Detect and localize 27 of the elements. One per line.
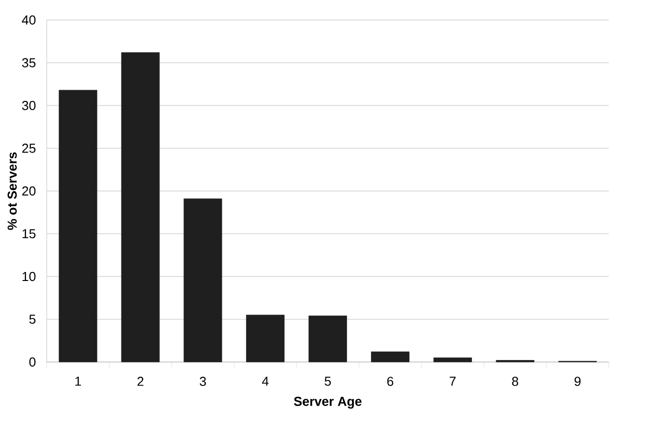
x-tick-label: 1 xyxy=(75,376,81,386)
x-tick-label: 8 xyxy=(512,376,518,386)
y-tick-label: 5 xyxy=(29,314,36,324)
x-tick-label: 5 xyxy=(324,376,331,386)
y-tick-label: 35 xyxy=(22,58,36,68)
bar xyxy=(308,316,347,362)
bar xyxy=(184,198,222,362)
bar xyxy=(433,358,472,362)
y-tick-label: 30 xyxy=(22,100,36,110)
x-tick-label: 7 xyxy=(450,376,456,386)
y-axis-title: % ot Servers xyxy=(8,152,17,230)
y-tick-label: 20 xyxy=(22,186,36,196)
x-tick-label: 3 xyxy=(200,376,206,386)
x-tick-label: 2 xyxy=(138,376,144,386)
x-axis-title: Server Age xyxy=(294,396,362,409)
y-tick-label: 15 xyxy=(22,229,36,238)
y-tick-label: 10 xyxy=(22,272,36,282)
x-tick-label: 4 xyxy=(262,376,269,386)
bar xyxy=(246,314,285,362)
x-tick-label: 6 xyxy=(387,376,394,386)
y-tick-label: 40 xyxy=(22,15,36,25)
y-tick-label: 0 xyxy=(29,357,36,367)
bar xyxy=(58,90,98,362)
y-tick-label: 25 xyxy=(22,144,36,153)
bar xyxy=(121,52,160,362)
x-tick-label: 9 xyxy=(574,376,581,386)
bar xyxy=(371,352,410,362)
